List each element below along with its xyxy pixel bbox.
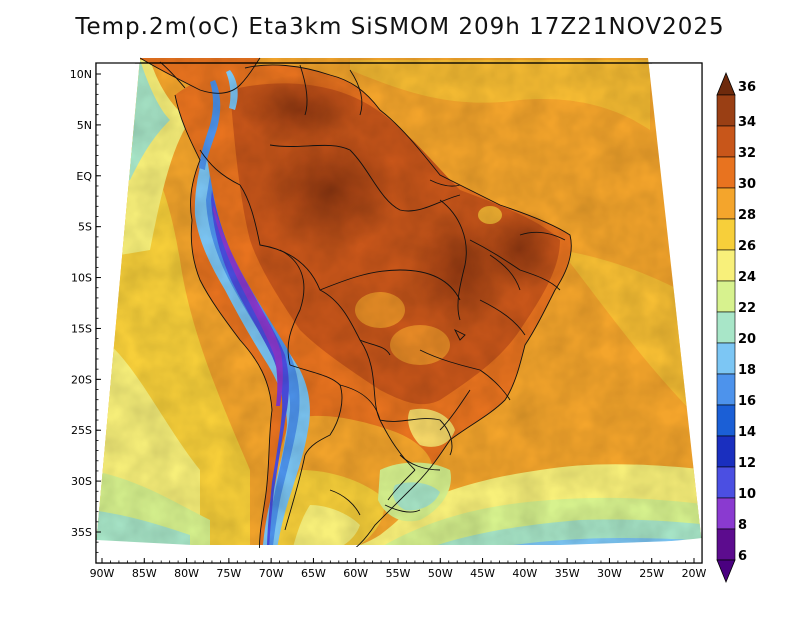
colorbar-label: 34 — [738, 115, 756, 130]
lon-tick-label: 20W — [682, 567, 707, 580]
lon-tick-label: 30W — [597, 567, 622, 580]
lat-tick-label: 35S — [71, 526, 92, 539]
colorbar-label: 36 — [738, 80, 756, 95]
lat-tick-label: 25S — [71, 424, 92, 437]
lon-tick-label: 55W — [386, 567, 411, 580]
colorbar-segment — [716, 311, 736, 344]
colorbar-label: 32 — [738, 146, 756, 161]
lon-tick-label: 80W — [174, 567, 199, 580]
colorbar-label: 20 — [738, 332, 756, 347]
longitude-axis: 90W 85W 80W 75W 70W 65W 60W 55W 50W 45W 40W 35W 30W 2… — [90, 558, 707, 580]
colorbar-bottom-arrow — [716, 559, 736, 584]
colorbar-label: 26 — [738, 239, 756, 254]
colorbar-segment — [716, 497, 736, 530]
colorbar-segment — [716, 218, 736, 251]
lon-tick-label: 45W — [470, 567, 495, 580]
lat-tick-label: 15S — [71, 322, 92, 335]
latitude-axis: 10N 5N EQ 5S 10S 15S 20S 25S 30S 35S — [70, 68, 101, 553]
lon-tick-label: 60W — [343, 567, 368, 580]
colorbar-segment — [716, 404, 736, 437]
lon-tick-label: 70W — [259, 567, 284, 580]
temperature-colorbar: 36 34 32 30 28 26 24 22 20 18 16 14 12 10 8 6 — [716, 71, 756, 584]
colorbar-segment — [716, 466, 736, 499]
colorbar-segment — [716, 249, 736, 282]
lon-tick-label: 35W — [555, 567, 580, 580]
lat-tick-label: 5S — [78, 221, 92, 234]
lon-tick-label: 65W — [301, 567, 326, 580]
colorbar-segment — [716, 373, 736, 406]
colorbar-segment — [716, 435, 736, 468]
colorbar-label: 22 — [738, 301, 756, 316]
lon-tick-label: 50W — [428, 567, 453, 580]
map-title: Temp.2m(oC) Eta3km SiSMOM 209h 17Z21NOV2… — [75, 14, 725, 40]
colorbar-segment — [716, 528, 736, 561]
country-borders — [99, 57, 572, 559]
lat-tick-label: 5N — [77, 119, 92, 132]
colorbar-label: 12 — [738, 456, 756, 471]
lat-tick-label: 30S — [71, 475, 92, 488]
right-margin — [652, 63, 702, 540]
colorbar-label: 14 — [738, 425, 756, 440]
colorbar-label: 8 — [738, 518, 747, 533]
colorbar-segment — [716, 187, 736, 220]
lat-tick-label: EQ — [76, 170, 92, 183]
lat-tick-label: 20S — [71, 373, 92, 386]
colorbar-segment — [716, 94, 736, 127]
lon-tick-label: 85W — [132, 567, 157, 580]
temperature-field — [96, 58, 702, 545]
lon-tick-label: 75W — [216, 567, 241, 580]
colorbar-segment — [716, 280, 736, 313]
colorbar-label: 10 — [738, 487, 756, 502]
colorbar-segment — [716, 156, 736, 189]
colorbar-top-arrow — [716, 71, 736, 96]
lon-tick-label: 40W — [512, 567, 537, 580]
colorbar-segment — [716, 342, 736, 375]
colorbar-label: 24 — [738, 270, 756, 285]
colorbar-label: 6 — [738, 549, 747, 564]
colorbar-segment — [716, 125, 736, 158]
lat-tick-label: 10N — [70, 68, 92, 81]
lon-tick-label: 25W — [639, 567, 664, 580]
lat-tick-label: 10S — [71, 272, 92, 285]
colorbar-label: 16 — [738, 394, 756, 409]
colorbar-label: 28 — [738, 208, 756, 223]
colorbar-label: 30 — [738, 177, 756, 192]
left-margin — [96, 63, 135, 540]
lon-tick-label: 90W — [90, 567, 115, 580]
colorbar-label: 18 — [738, 363, 756, 378]
